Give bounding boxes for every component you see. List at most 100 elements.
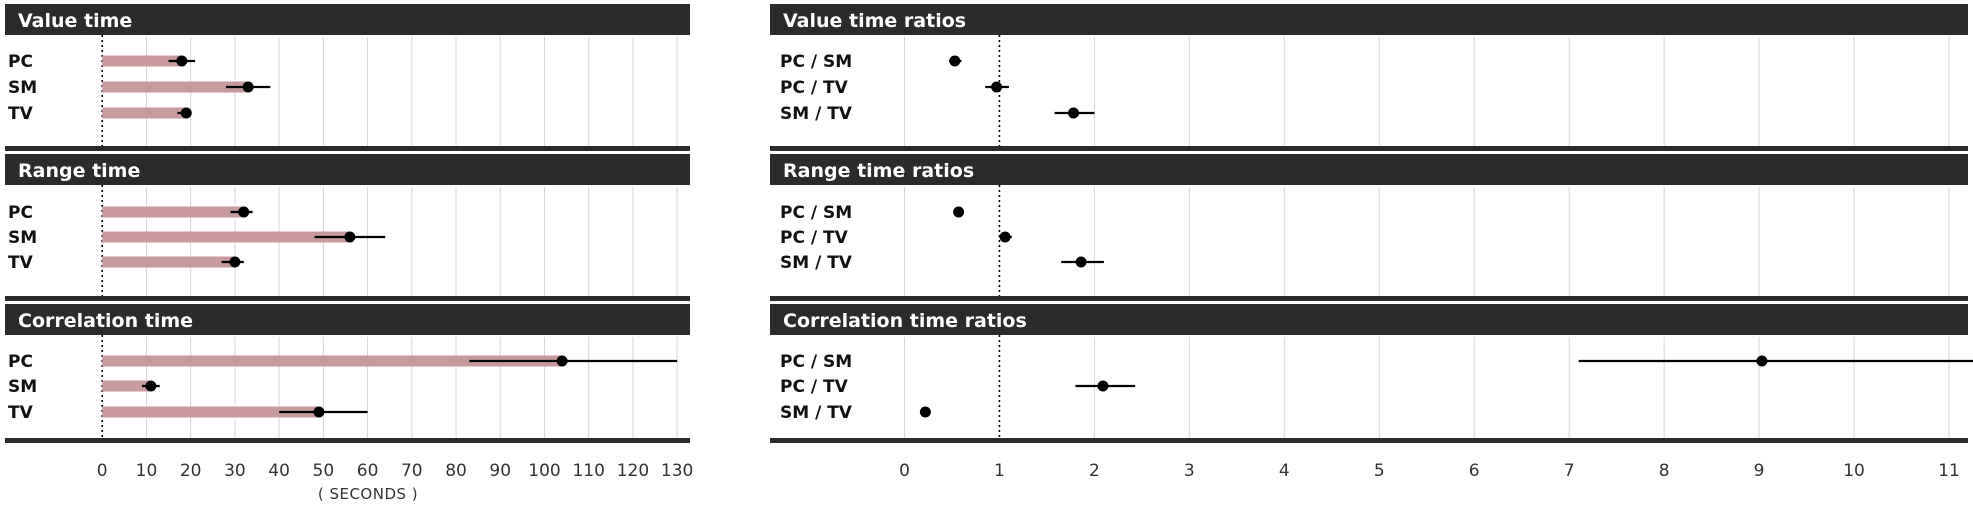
point [1756, 355, 1768, 367]
bar [102, 231, 350, 243]
x-tick-label: 90 [489, 461, 511, 481]
point [180, 107, 192, 119]
x-tick-label: 9 [1754, 461, 1765, 481]
panel-time-0: Value time PC SM TV [5, 4, 690, 151]
row-label: PC / SM [780, 52, 852, 72]
bar [102, 81, 249, 93]
point [1068, 107, 1080, 119]
panel-header [5, 4, 690, 35]
point [999, 231, 1011, 243]
point [953, 206, 965, 218]
panel-separator [770, 146, 1968, 151]
row-label: PC / SM [780, 352, 852, 372]
row-label: PC / SM [780, 203, 852, 223]
bar [102, 256, 235, 268]
x-tick-label: 10 [136, 461, 158, 481]
x-tick-label: 5 [1374, 461, 1385, 481]
bar [102, 107, 187, 119]
panel-header [770, 4, 1968, 35]
x-tick-label: 0 [97, 461, 108, 481]
x-tick-label: 11 [1938, 461, 1960, 481]
point [313, 406, 325, 418]
x-tick-label: 8 [1659, 461, 1670, 481]
x-tick-label: 2 [1089, 461, 1100, 481]
x-tick-label: 10 [1843, 461, 1865, 481]
panel-separator [5, 296, 690, 301]
panel-title: Range time ratios [783, 160, 974, 182]
panel-time-1: Range time PC SM TV [5, 154, 690, 301]
panel-ratio-0: Value time ratios PC / SM PC / TV SM / TV [770, 4, 1968, 151]
x-tick-label: 3 [1184, 461, 1195, 481]
panel-title: Value time [18, 10, 132, 32]
point [991, 81, 1003, 93]
point [344, 231, 356, 243]
x-tick-label: 80 [445, 461, 467, 481]
point [1075, 256, 1087, 268]
panel-title: Correlation time [18, 310, 193, 332]
row-label: PC [8, 203, 33, 223]
row-label: PC / TV [780, 228, 849, 248]
panel-title: Correlation time ratios [783, 310, 1027, 332]
right-x-axis: 0 1 2 3 4 5 6 7 8 9 10 11 [899, 461, 1960, 481]
x-tick-label: 40 [268, 461, 290, 481]
point [238, 206, 250, 218]
point [242, 81, 254, 93]
x-tick-label: 20 [180, 461, 202, 481]
row-label: TV [8, 104, 34, 124]
x-tick-label: 0 [899, 461, 910, 481]
row-label: SM / TV [780, 104, 853, 124]
point [1097, 380, 1109, 392]
point [145, 380, 157, 392]
x-tick-label: 60 [357, 461, 379, 481]
bar [102, 355, 563, 367]
row-label: PC [8, 52, 33, 72]
left-x-axis: ( SECONDS ) 0 10 20 30 40 50 60 70 80 90 100 110 120… [97, 461, 694, 503]
x-tick-label: 7 [1564, 461, 1575, 481]
panel-title: Value time ratios [783, 10, 966, 32]
panel-time-2: Correlation time PC SM TV [5, 304, 690, 443]
bar [102, 55, 182, 67]
bar [102, 406, 319, 418]
point [556, 355, 568, 367]
panel-header [770, 154, 1968, 185]
panel-separator [770, 438, 1968, 443]
panel-header [5, 154, 690, 185]
row-label: PC / TV [780, 377, 849, 397]
point [949, 55, 961, 67]
x-tick-label: 70 [401, 461, 423, 481]
point [176, 55, 188, 67]
x-tick-label: 50 [313, 461, 335, 481]
row-label: TV [8, 403, 34, 423]
bar [102, 380, 151, 392]
x-tick-label: 6 [1469, 461, 1480, 481]
row-label: SM / TV [780, 403, 853, 423]
x-axis-title: ( SECONDS ) [318, 485, 418, 503]
panel-header [770, 304, 1968, 335]
panel-separator [5, 146, 690, 151]
row-label: TV [8, 253, 34, 273]
x-tick-label: 100 [528, 461, 560, 481]
x-tick-label: 4 [1279, 461, 1290, 481]
panel-ratio-1: Range time ratios PC / SM PC / TV SM / TV [770, 154, 1968, 301]
bar [102, 206, 244, 218]
row-label: SM [8, 377, 37, 397]
row-label: SM / TV [780, 253, 853, 273]
panel-ratio-2: Correlation time ratios PC / SM PC / TV SM … [770, 304, 1973, 443]
row-label: SM [8, 78, 37, 98]
x-tick-label: 30 [224, 461, 246, 481]
x-tick-label: 1 [994, 461, 1005, 481]
panel-separator [770, 296, 1968, 301]
point [229, 256, 241, 268]
point [919, 406, 931, 418]
row-label: SM [8, 228, 37, 248]
x-tick-label: 130 [661, 461, 693, 481]
panel-separator [5, 438, 690, 443]
panel-title: Range time [18, 160, 140, 182]
row-label: PC / TV [780, 78, 849, 98]
x-tick-label: 120 [617, 461, 649, 481]
row-label: PC [8, 352, 33, 372]
panel-header [5, 304, 690, 335]
